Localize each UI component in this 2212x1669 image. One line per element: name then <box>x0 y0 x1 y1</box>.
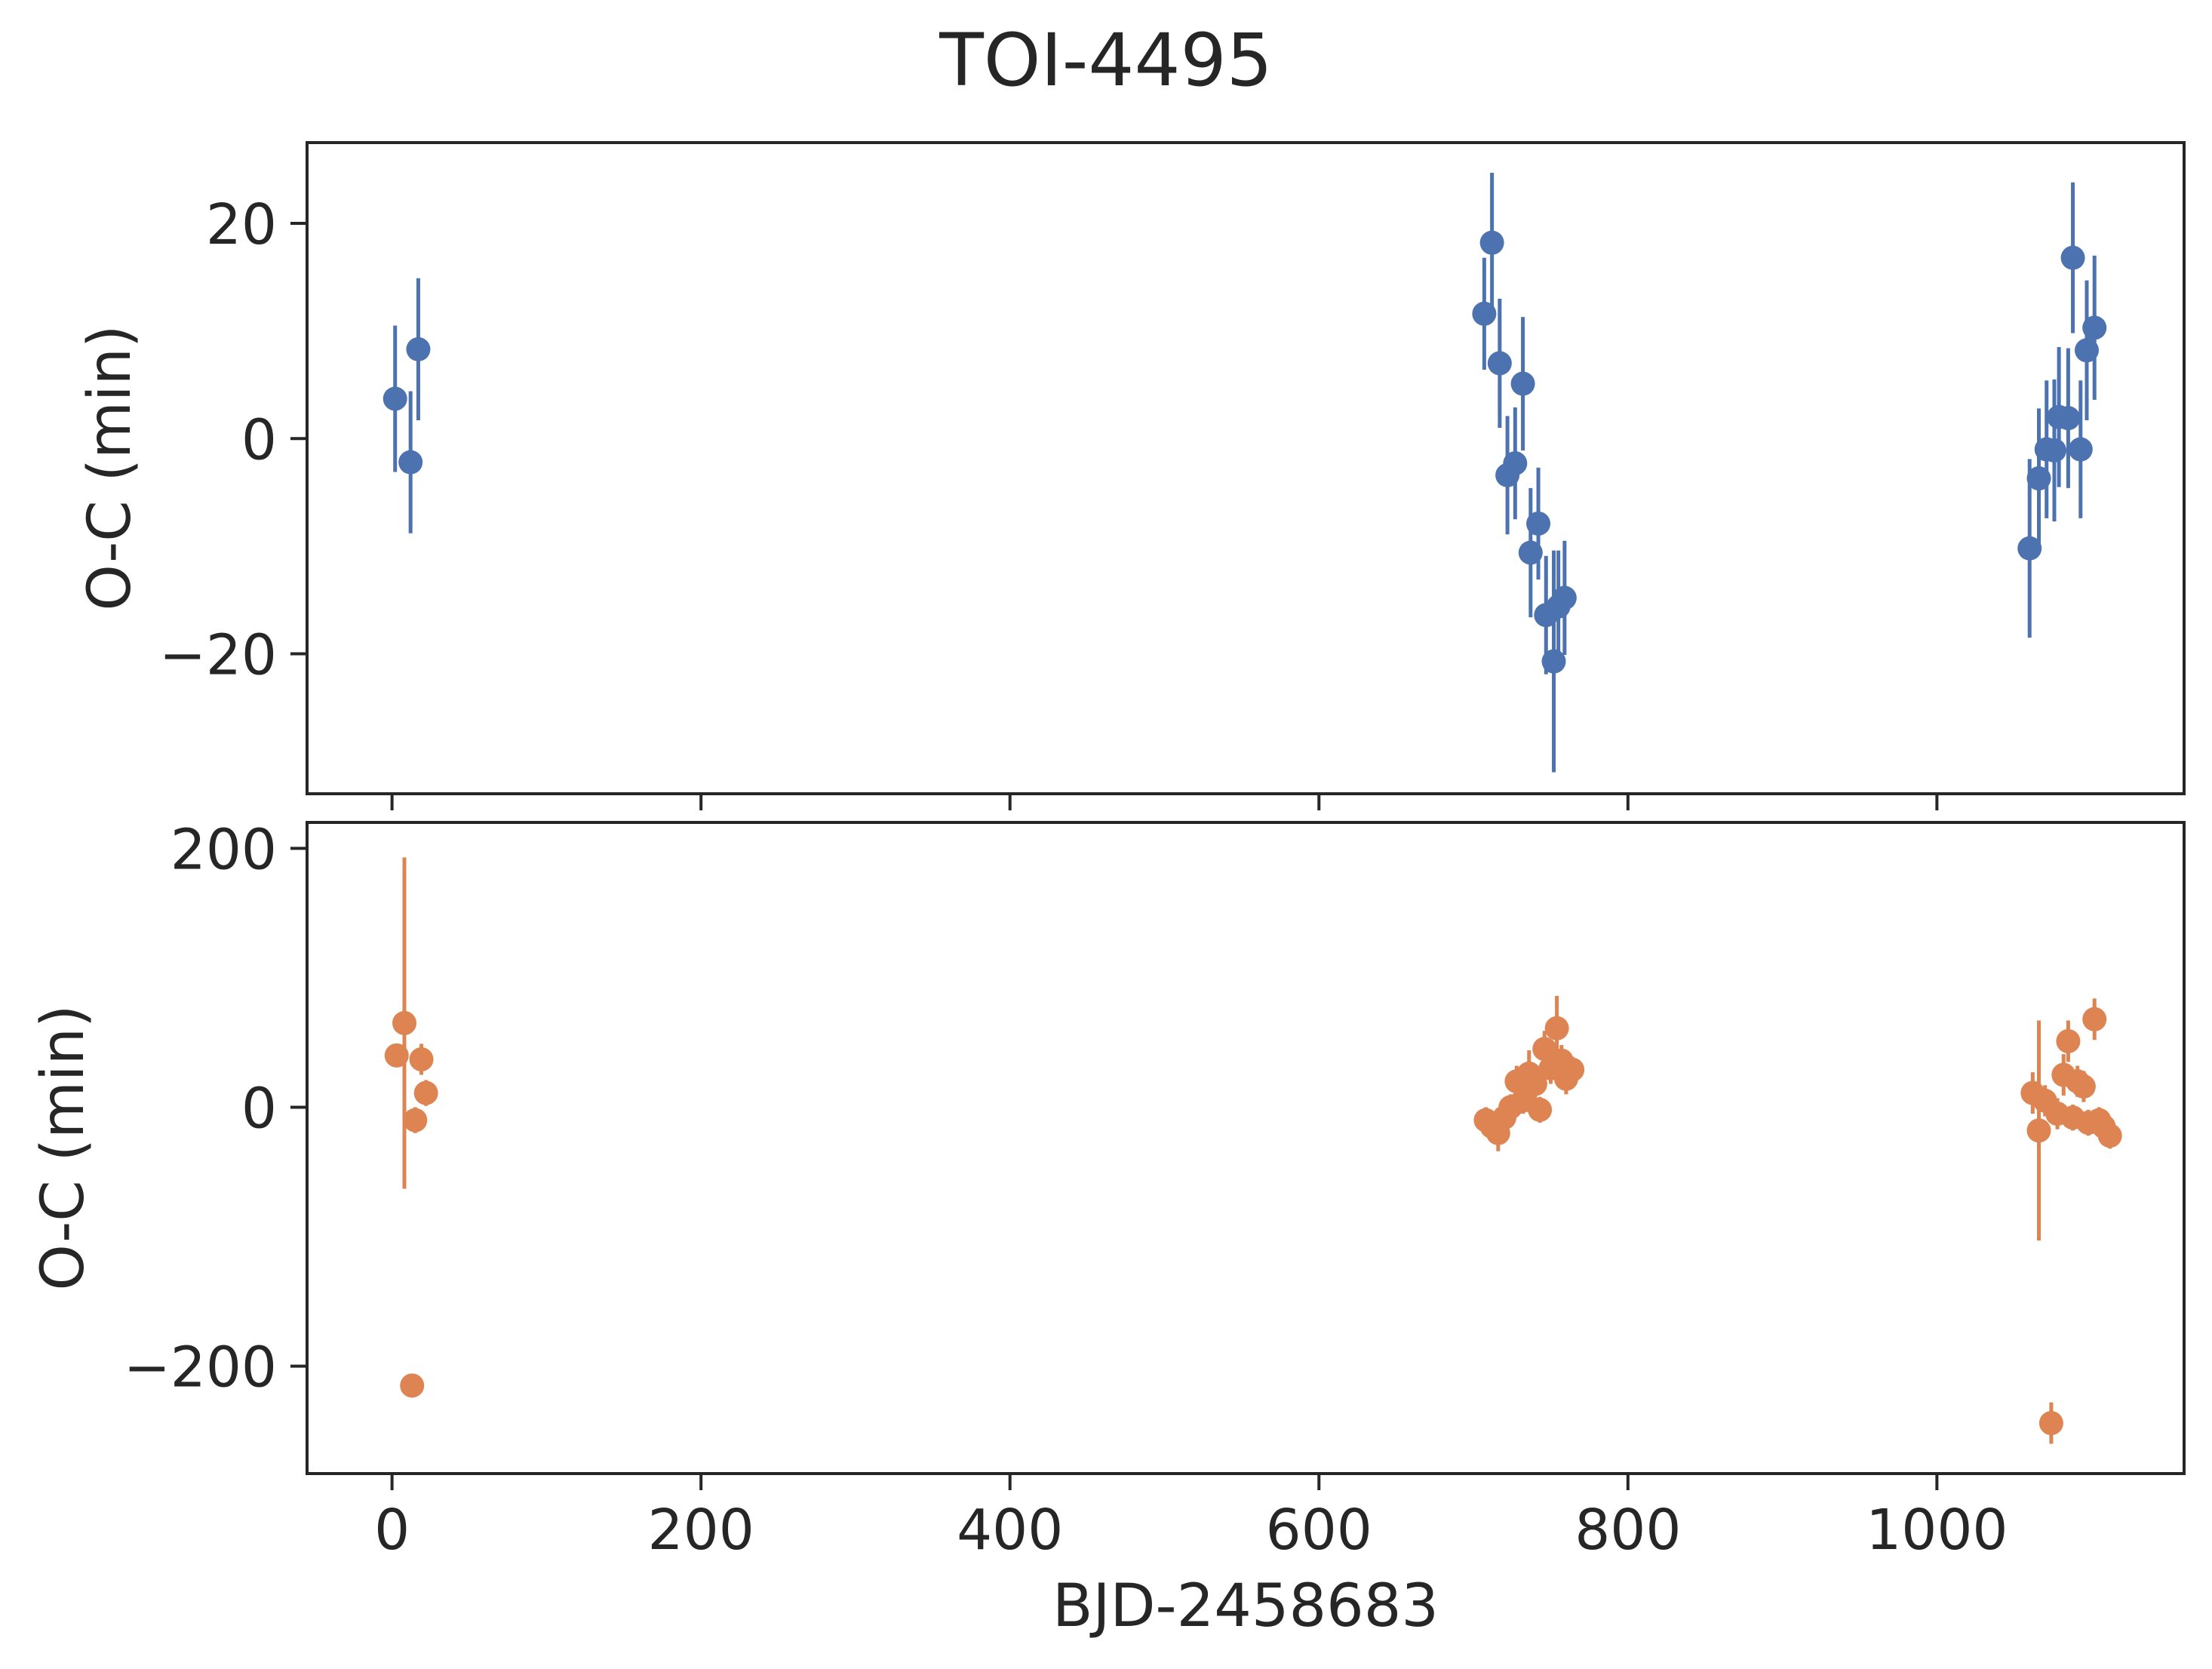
top-y-ticks: 20 0 −20 <box>159 192 307 688</box>
bottom-x-ticks: 0 200 400 600 800 1000 <box>374 1474 2008 1563</box>
top-series <box>382 172 2107 773</box>
top-data-point <box>1479 230 1504 255</box>
bottom-series <box>384 857 2122 1444</box>
top-panel: 20 0 −20 O-C (min) <box>76 141 2186 810</box>
bottom-panel-frame <box>306 821 2186 1475</box>
x-tick-label: 400 <box>957 1498 1063 1563</box>
top-y-axis-label: O-C (min) <box>76 325 144 611</box>
top-data-point <box>382 386 407 411</box>
bottom-data-point <box>2097 1123 2122 1148</box>
top-data-point <box>1526 511 1551 536</box>
top-data-point <box>406 337 431 361</box>
top-data-point <box>1552 586 1577 610</box>
top-data-point <box>1541 649 1566 674</box>
bottom-data-point <box>413 1080 438 1105</box>
bottom-data-point <box>2038 1411 2063 1436</box>
figure-title: TOI-4495 <box>939 18 1272 103</box>
bottom-data-point <box>2026 1118 2051 1143</box>
x-tick-label: 200 <box>648 1498 754 1563</box>
x-tick-label: 600 <box>1266 1498 1372 1563</box>
x-tick-label: 800 <box>1575 1498 1681 1563</box>
top-data-point <box>2068 437 2093 462</box>
bottom-y-tick-label: −200 <box>124 1336 277 1400</box>
top-y-tick-label: 20 <box>206 192 277 257</box>
top-data-point <box>2060 245 2085 270</box>
bottom-panel: 200 0 −200 0 200 400 600 800 1000 O-C (min) <box>29 817 2186 1563</box>
bottom-data-point <box>2056 1028 2081 1053</box>
top-data-point <box>398 450 423 475</box>
x-axis-label: BJD-2458683 <box>1052 1572 1439 1640</box>
top-panel-frame <box>306 141 2186 795</box>
bottom-y-tick-label: 0 <box>241 1076 277 1141</box>
top-x-ticks <box>390 794 1939 810</box>
top-data-point <box>1487 351 1512 376</box>
top-data-point <box>1503 451 1528 476</box>
x-tick-label: 1000 <box>1866 1498 2008 1563</box>
bottom-data-point <box>1522 1071 1547 1096</box>
top-data-point <box>2041 438 2066 463</box>
x-tick-label: 0 <box>374 1498 410 1563</box>
bottom-y-tick-label: 200 <box>171 817 277 882</box>
bottom-y-ticks: 200 0 −200 <box>124 817 307 1400</box>
bottom-data-point <box>403 1108 428 1133</box>
bottom-data-point <box>400 1373 425 1398</box>
top-data-point <box>2082 315 2107 340</box>
top-data-point <box>2017 536 2042 561</box>
bottom-data-point <box>2082 1007 2107 1031</box>
top-y-tick-label: 0 <box>241 407 277 472</box>
top-data-point <box>2056 406 2081 431</box>
bottom-data-point <box>1544 1016 1569 1040</box>
bottom-data-point <box>392 1010 417 1035</box>
bottom-y-axis-label: O-C (min) <box>29 1005 97 1291</box>
bottom-data-point <box>1560 1057 1585 1082</box>
bottom-data-point <box>1528 1097 1553 1122</box>
bottom-data-point <box>409 1047 434 1071</box>
top-y-tick-label: −20 <box>159 623 277 688</box>
top-data-point <box>1510 371 1535 396</box>
bottom-data-point <box>2071 1074 2096 1099</box>
